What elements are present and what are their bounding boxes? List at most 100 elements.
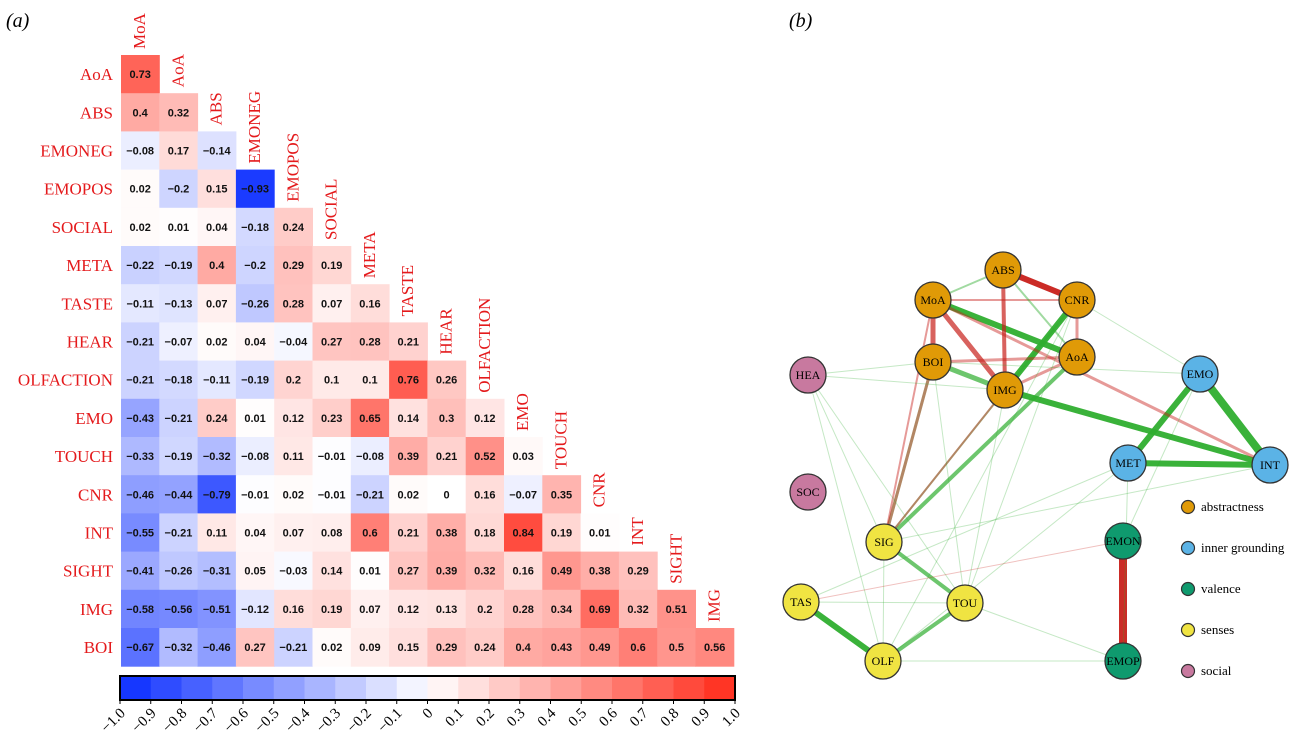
colorbar-segment <box>181 676 213 700</box>
cell-value: 0.4 <box>209 260 225 272</box>
cell-value: 0.38 <box>589 566 610 578</box>
row-label: EMONEG <box>40 142 113 161</box>
column-label: SIGHT <box>666 533 685 584</box>
colorbar: −1.0 −0.9 −0.8 −0.7 −0.6 −0.5 −0.4 −0.3 −0.2 −0.1… <box>98 675 744 737</box>
cell-value: −0.44 <box>165 489 194 501</box>
heatmap-cell <box>427 437 467 476</box>
heatmap-cell <box>121 93 160 132</box>
heatmap-cell <box>465 513 505 553</box>
cell-value: 0.12 <box>283 413 304 425</box>
heatmap-cell <box>542 628 582 667</box>
cell-value: 0.52 <box>474 451 495 463</box>
column-label: HEAR <box>437 308 456 355</box>
colorbar-tick-label: −0.1 <box>375 706 406 737</box>
heatmap-cell <box>657 628 696 667</box>
cell-value: 0.49 <box>589 642 610 654</box>
network-edge <box>883 464 1271 543</box>
heatmap-cell <box>312 551 352 591</box>
network-edge <box>930 297 1008 393</box>
heatmap-cell <box>465 551 505 591</box>
heatmap-cell <box>580 589 620 629</box>
heatmap-cell <box>121 360 160 400</box>
cell-value: 0.24 <box>206 413 228 425</box>
network-edge <box>1002 387 1273 468</box>
heatmap-cell <box>197 437 237 476</box>
heatmap-cell <box>312 437 352 476</box>
column-label: SOCIAL <box>322 179 341 240</box>
network-edge <box>964 299 1078 604</box>
legend-swatch <box>1180 499 1196 515</box>
heatmap-cell <box>274 475 313 514</box>
heatmap-cell <box>159 628 199 667</box>
heatmap-cell <box>312 360 352 400</box>
node-label: EMO <box>1187 367 1214 381</box>
heatmap-cell <box>350 284 390 323</box>
heatmap-cell <box>159 284 199 323</box>
heatmap-cell <box>465 437 505 476</box>
cell-value: 0.01 <box>168 222 189 234</box>
cell-value: 0.24 <box>283 222 305 234</box>
column-label: INT <box>628 517 647 546</box>
cell-value: 0.26 <box>436 375 457 387</box>
network-node <box>986 371 1024 409</box>
cell-value: −0.18 <box>165 375 193 387</box>
column-label: MoA <box>130 12 149 49</box>
heatmap-cell <box>197 360 237 400</box>
cell-value: −0.21 <box>165 413 193 425</box>
cell-value: −0.08 <box>241 451 269 463</box>
heatmap-cell <box>427 551 467 591</box>
heatmap-cell <box>580 551 620 591</box>
colorbar-segment <box>335 676 367 700</box>
node-label: TAS <box>790 595 812 609</box>
cell-value: 0.02 <box>206 337 227 349</box>
cell-value: −0.03 <box>279 566 307 578</box>
node-label: SOC <box>796 485 819 499</box>
network-node <box>1181 355 1219 393</box>
cell-value: 0.05 <box>244 566 265 578</box>
cell-value: −0.32 <box>203 451 231 463</box>
heatmap-cell <box>389 589 428 629</box>
colorbar-segment <box>396 676 428 700</box>
heatmap-cell <box>389 475 428 514</box>
network-nodes: ABS MoA CNR BOI AoA IMG HEA EMO MET INT SOC SIG EMON… <box>782 251 1289 680</box>
node-label: HEA <box>796 368 821 382</box>
heatmap-cell <box>427 475 467 514</box>
heatmap-cell <box>121 131 160 171</box>
node-label: OLF <box>872 654 895 668</box>
heatmap-cell <box>159 513 199 553</box>
network-edge <box>931 298 1272 467</box>
colorbar-tick-label: 0.7 <box>627 705 652 730</box>
network-edge <box>800 462 1129 603</box>
heatmap-cell <box>542 589 582 629</box>
cell-value: −0.01 <box>318 451 346 463</box>
heatmap-cell <box>389 437 428 476</box>
cell-value: 0.01 <box>244 413 265 425</box>
cell-value: 0.12 <box>398 604 419 616</box>
heatmap-cell <box>312 475 352 514</box>
node-label: EMON <box>1105 534 1141 548</box>
cell-value: 0.1 <box>362 375 377 387</box>
heatmap-cell <box>159 551 199 591</box>
cell-value: −0.31 <box>203 566 231 578</box>
network-edge <box>882 360 935 544</box>
heatmap-cell <box>121 322 160 362</box>
heatmap-cell <box>159 398 199 438</box>
heatmap-cell <box>274 513 313 553</box>
column-label: IMG <box>705 589 724 622</box>
cell-value: −0.07 <box>165 337 193 349</box>
column-label: EMONEG <box>245 91 264 164</box>
colorbar-segment <box>704 676 736 700</box>
heatmap-cell <box>197 475 237 514</box>
heatmap-cell <box>350 360 390 400</box>
cell-value: 0.84 <box>512 528 534 540</box>
cell-value: −0.58 <box>126 604 154 616</box>
heatmap-cell <box>274 437 313 476</box>
row-label: OLFACTION <box>18 371 113 390</box>
heatmap-cell <box>159 437 199 476</box>
network-node <box>864 642 902 680</box>
network-node <box>1251 446 1289 484</box>
row-label: HEAR <box>67 333 114 352</box>
column-label: TASTE <box>398 265 417 317</box>
cell-value: 0.03 <box>512 451 533 463</box>
colorbar-tick-label: −0.2 <box>344 706 375 737</box>
